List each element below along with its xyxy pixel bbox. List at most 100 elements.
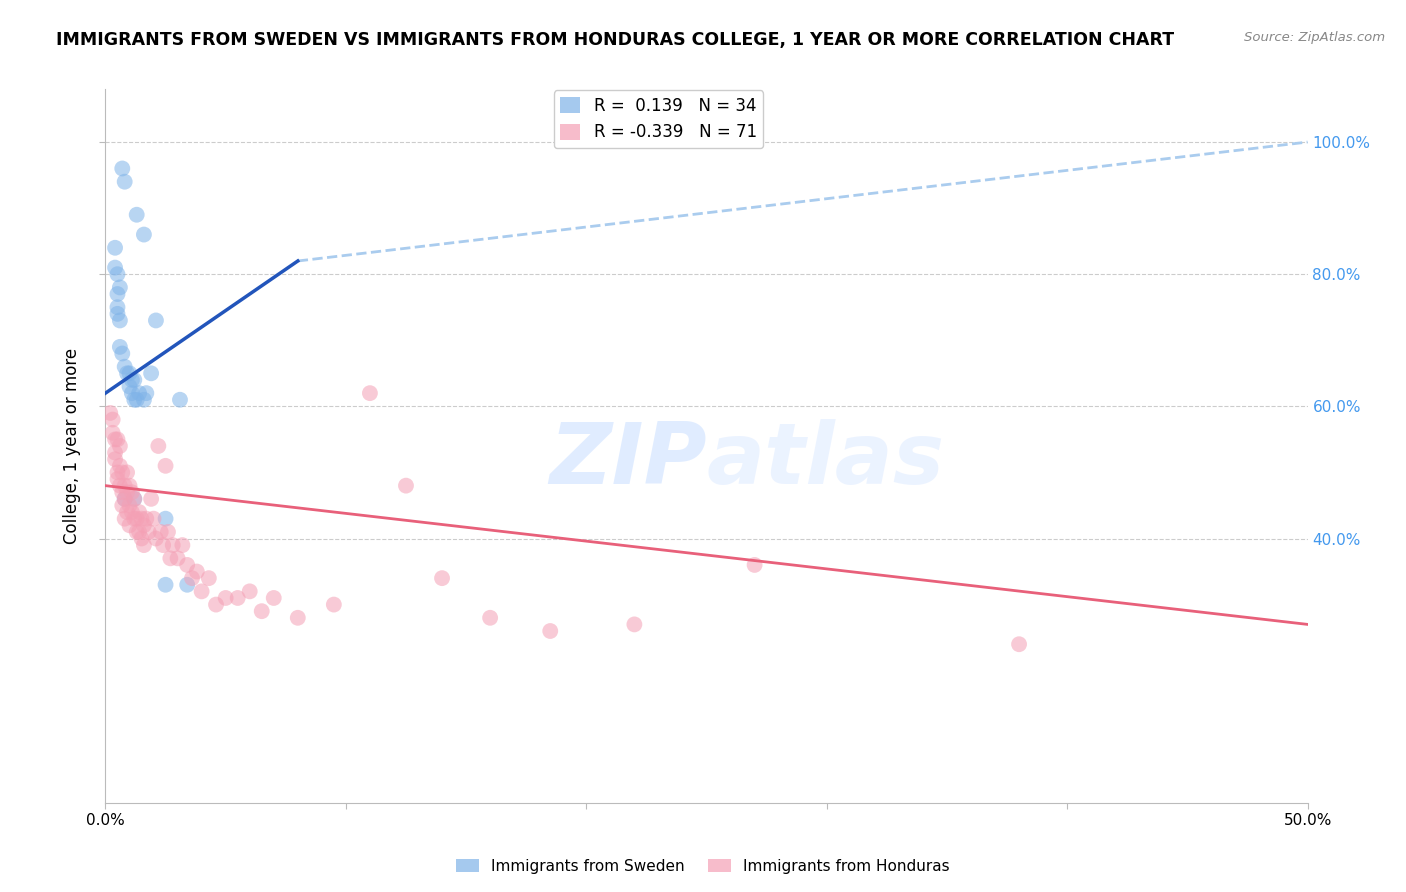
Text: ZIP: ZIP xyxy=(548,418,707,502)
Point xyxy=(107,307,129,321)
Point xyxy=(107,267,129,281)
Point xyxy=(263,591,285,605)
Point xyxy=(132,227,155,242)
Point xyxy=(149,524,172,539)
Point xyxy=(623,617,645,632)
Point xyxy=(118,478,141,492)
Point xyxy=(205,598,228,612)
Point xyxy=(114,491,136,506)
Point xyxy=(104,260,127,275)
Point xyxy=(128,505,150,519)
Point xyxy=(479,611,502,625)
Point xyxy=(125,511,148,525)
Point xyxy=(359,386,381,401)
Point xyxy=(142,511,165,525)
Point xyxy=(108,458,131,473)
Point xyxy=(107,472,129,486)
Point xyxy=(121,373,143,387)
Point xyxy=(169,392,191,407)
Point xyxy=(172,538,194,552)
Point xyxy=(430,571,453,585)
Point xyxy=(114,511,136,525)
Point xyxy=(239,584,262,599)
Point xyxy=(101,425,124,440)
Point xyxy=(124,491,146,506)
Point xyxy=(176,558,198,572)
Point xyxy=(125,524,148,539)
Point xyxy=(114,478,136,492)
Point xyxy=(108,340,131,354)
Point xyxy=(250,604,273,618)
Point xyxy=(121,386,143,401)
Point xyxy=(139,491,162,506)
Point xyxy=(121,485,143,500)
Point xyxy=(139,367,162,381)
Point xyxy=(132,518,155,533)
Point xyxy=(114,175,136,189)
Point xyxy=(155,511,177,525)
Point xyxy=(101,412,124,426)
Point xyxy=(155,578,177,592)
Legend: Immigrants from Sweden, Immigrants from Honduras: Immigrants from Sweden, Immigrants from … xyxy=(450,853,956,880)
Point xyxy=(104,241,127,255)
Point xyxy=(132,392,155,407)
Point xyxy=(124,511,146,525)
Point xyxy=(115,485,138,500)
Text: IMMIGRANTS FROM SWEDEN VS IMMIGRANTS FROM HONDURAS COLLEGE, 1 YEAR OR MORE CORRE: IMMIGRANTS FROM SWEDEN VS IMMIGRANTS FRO… xyxy=(56,31,1174,49)
Point xyxy=(198,571,221,585)
Point xyxy=(135,511,157,525)
Point xyxy=(181,571,204,585)
Y-axis label: College, 1 year or more: College, 1 year or more xyxy=(63,348,82,544)
Point xyxy=(121,505,143,519)
Point xyxy=(162,538,184,552)
Point xyxy=(108,280,131,294)
Point xyxy=(166,551,188,566)
Point xyxy=(107,287,129,301)
Point xyxy=(125,208,148,222)
Point xyxy=(148,439,170,453)
Point xyxy=(132,538,155,552)
Point xyxy=(108,439,131,453)
Point xyxy=(186,565,208,579)
Point xyxy=(111,161,134,176)
Point xyxy=(98,406,121,420)
Point xyxy=(124,373,146,387)
Point xyxy=(114,491,136,506)
Point xyxy=(104,445,127,459)
Legend: R =  0.139   N = 34, R = -0.339   N = 71: R = 0.139 N = 34, R = -0.339 N = 71 xyxy=(554,90,763,148)
Point xyxy=(108,313,131,327)
Point xyxy=(104,433,127,447)
Point xyxy=(115,466,138,480)
Point xyxy=(287,611,309,625)
Point xyxy=(111,499,134,513)
Point xyxy=(107,466,129,480)
Point xyxy=(104,452,127,467)
Point xyxy=(744,558,766,572)
Point xyxy=(176,578,198,592)
Text: Source: ZipAtlas.com: Source: ZipAtlas.com xyxy=(1244,31,1385,45)
Point xyxy=(118,379,141,393)
Point xyxy=(145,532,167,546)
Point xyxy=(115,505,138,519)
Point xyxy=(115,367,138,381)
Point xyxy=(1008,637,1031,651)
Point xyxy=(190,584,212,599)
Point xyxy=(226,591,249,605)
Point xyxy=(322,598,344,612)
Point xyxy=(107,433,129,447)
Point xyxy=(138,524,160,539)
Text: atlas: atlas xyxy=(707,418,945,502)
Point xyxy=(124,392,146,407)
Point xyxy=(214,591,236,605)
Point xyxy=(131,532,153,546)
Point xyxy=(156,524,179,539)
Point xyxy=(131,511,153,525)
Point xyxy=(124,491,146,506)
Point xyxy=(125,392,148,407)
Point xyxy=(118,367,141,381)
Point xyxy=(128,386,150,401)
Point xyxy=(111,466,134,480)
Point xyxy=(107,300,129,314)
Point xyxy=(111,346,134,360)
Point xyxy=(114,359,136,374)
